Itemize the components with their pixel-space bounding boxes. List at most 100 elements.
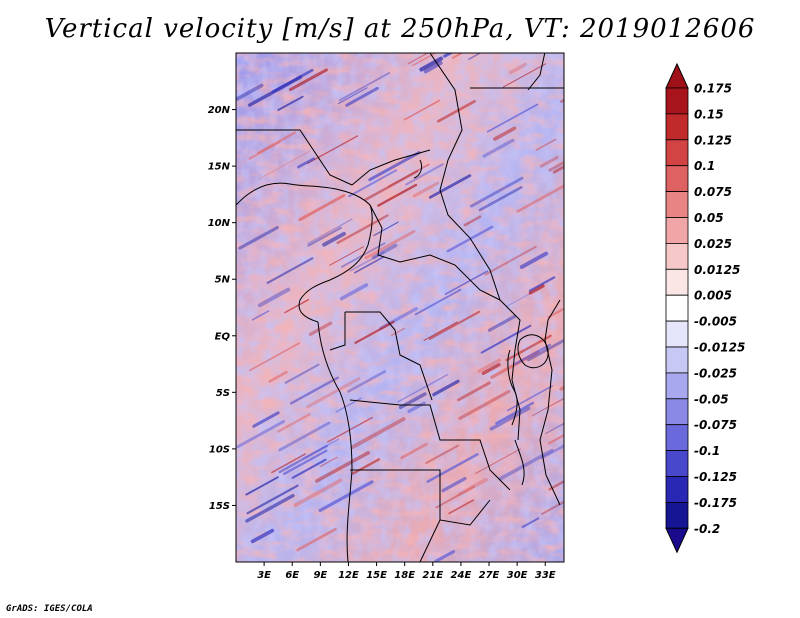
y-tick-label: 5S xyxy=(216,388,230,399)
velocity-streak xyxy=(425,444,459,465)
velocity-streak xyxy=(407,401,426,413)
coastline-red-sea xyxy=(527,53,546,91)
velocity-streak xyxy=(539,155,559,168)
velocity-streak xyxy=(377,183,418,207)
velocity-streak xyxy=(478,185,523,212)
velocity-streak xyxy=(548,433,564,445)
velocity-streak xyxy=(419,56,443,72)
x-tick-label: 9E xyxy=(313,570,327,581)
velocity-streak xyxy=(432,379,460,397)
border-niger xyxy=(236,129,353,186)
y-tick-label: 15N xyxy=(208,162,231,173)
velocity-streak xyxy=(486,103,539,133)
velocity-streak xyxy=(278,421,331,452)
x-tick-label: 21E xyxy=(422,570,443,581)
velocity-streak xyxy=(318,480,374,512)
velocity-streak xyxy=(350,417,406,450)
velocity-streak xyxy=(337,87,368,105)
lake-malawi xyxy=(514,439,525,486)
velocity-streak xyxy=(412,181,440,198)
colorbar-label: -0.075 xyxy=(694,418,737,432)
velocity-streak xyxy=(405,163,444,186)
velocity-streak xyxy=(322,231,346,247)
coastline-west-africa xyxy=(236,182,373,323)
velocity-streak xyxy=(528,284,545,295)
colorbar-segment xyxy=(665,165,689,192)
velocity-streak xyxy=(353,256,385,274)
velocity-streak xyxy=(502,63,547,88)
colorbar-segment xyxy=(665,191,689,218)
velocity-streak xyxy=(364,229,416,260)
colorbar-label: -0.05 xyxy=(694,392,729,406)
velocity-streak xyxy=(354,320,395,344)
velocity-streak xyxy=(347,370,387,393)
velocity-streak xyxy=(248,342,301,372)
velocity-streak xyxy=(268,370,288,383)
velocity-streak xyxy=(544,422,564,435)
velocity-streak xyxy=(548,160,564,172)
velocity-streak xyxy=(302,438,340,460)
longitude-axis: 3E 6E 9E 12E 15E 18E 21E 24E 27E 30E 33E xyxy=(257,562,556,581)
velocity-streak xyxy=(426,453,479,483)
velocity-streak xyxy=(412,53,437,67)
velocity-streak xyxy=(284,298,310,314)
colorbar-label: 0.1 xyxy=(694,159,715,173)
colorbar-segment xyxy=(665,320,689,348)
y-tick-label: EQ xyxy=(215,331,231,342)
velocity-streak xyxy=(327,416,373,443)
velocity-streak xyxy=(252,411,280,428)
velocity-streak xyxy=(428,174,472,199)
velocity-streak xyxy=(477,358,502,374)
velocity-streak xyxy=(284,363,320,384)
colorbar-segment xyxy=(665,346,689,374)
velocity-streak xyxy=(482,138,515,158)
velocity-streak xyxy=(289,68,328,92)
colorbar-segment xyxy=(665,372,689,400)
colorbar-label: -0.0125 xyxy=(694,341,745,355)
colorbar-segment xyxy=(665,501,689,529)
velocity-streak xyxy=(443,53,454,58)
x-tick-label: 30E xyxy=(507,570,528,581)
velocity-streak xyxy=(266,257,314,284)
coastline-atlantic xyxy=(317,321,353,562)
velocity-streak xyxy=(293,478,343,507)
colorbar-segment xyxy=(665,268,689,296)
velocity-streak xyxy=(336,214,389,245)
velocity-streak xyxy=(307,226,342,247)
colorbar-segment xyxy=(665,294,689,322)
velocity-streak xyxy=(338,72,391,102)
colorbar-label: 0.075 xyxy=(694,185,732,199)
velocity-streak xyxy=(271,453,306,474)
velocity-streak xyxy=(559,98,564,103)
velocity-streak xyxy=(238,226,279,250)
velocity-streak xyxy=(463,215,482,227)
border-congo xyxy=(345,311,433,401)
colorbar-label: -0.2 xyxy=(694,522,720,536)
border-chad-niger xyxy=(351,149,431,186)
velocity-streak xyxy=(277,95,304,111)
velocity-streak xyxy=(495,401,534,425)
latitude-axis: 20N 15N 10N 5N EQ 5S 10S 15S xyxy=(208,105,236,512)
colorbar-label: -0.005 xyxy=(694,315,737,329)
velocity-streak xyxy=(250,528,275,544)
colorbar-label: 0.005 xyxy=(694,289,732,303)
country-borders xyxy=(236,53,564,562)
velocity-streak xyxy=(290,376,339,405)
colorbar-label: -0.125 xyxy=(694,470,737,484)
velocity-streak xyxy=(428,310,481,340)
velocity-streak xyxy=(407,53,429,65)
colorbar-bottom-arrow xyxy=(665,527,689,554)
velocity-streak xyxy=(527,338,564,362)
velocity-streak xyxy=(298,193,346,222)
velocity-streak xyxy=(391,327,405,336)
velocity-streak xyxy=(319,456,338,468)
y-tick-label: 15S xyxy=(209,501,230,512)
velocity-streak xyxy=(444,270,489,295)
velocity-streak xyxy=(434,549,456,562)
velocity-streak xyxy=(480,324,532,354)
velocity-streak xyxy=(548,480,564,491)
colorbar-segment xyxy=(665,476,689,503)
border-sudan-west xyxy=(429,53,501,301)
border-angola-namibia xyxy=(350,469,491,526)
velocity-streak xyxy=(469,176,524,208)
